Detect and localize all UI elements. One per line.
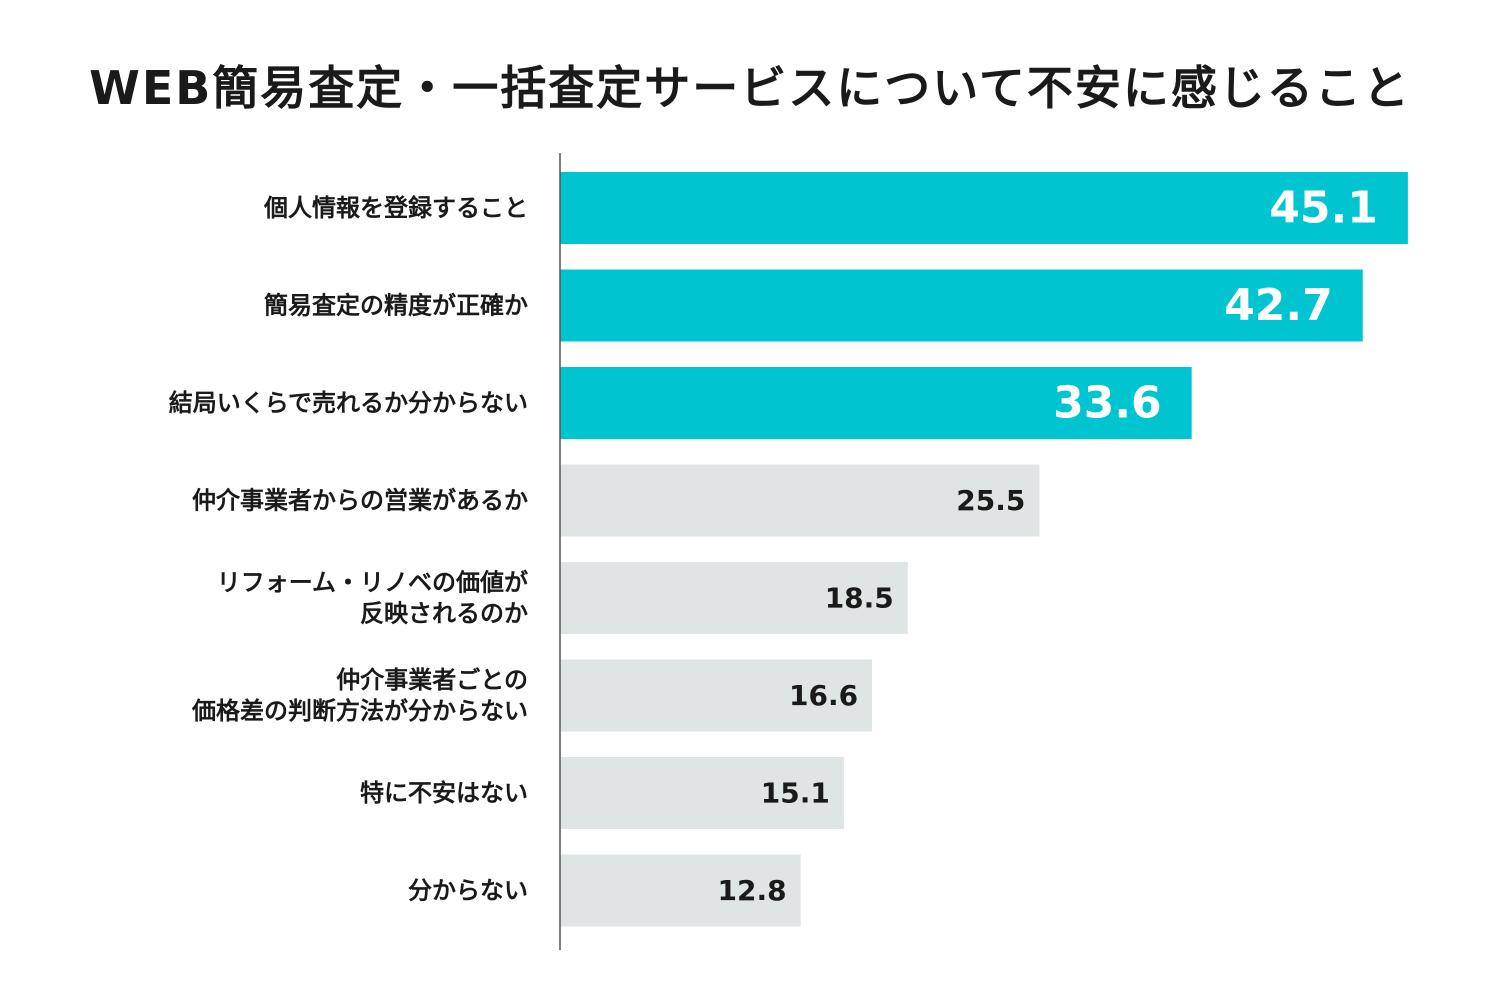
category-label-0: 個人情報を登録すること <box>263 194 528 222</box>
bar-7 <box>560 854 801 927</box>
chart-title: WEB簡易査定・一括査定サービスについて不安に感じること <box>89 61 1411 115</box>
value-label-7: 12.8 <box>718 874 787 907</box>
category-label-4-line-1: 反映されるのか <box>360 600 528 628</box>
value-label-4: 18.5 <box>825 582 894 615</box>
value-label-2: 33.6 <box>1053 378 1162 429</box>
bar-4 <box>560 562 908 634</box>
bar-5 <box>560 659 873 732</box>
value-label-3: 25.5 <box>956 484 1025 517</box>
category-label-7: 分からない <box>408 877 528 905</box>
bar-6 <box>560 757 844 829</box>
bar-1 <box>560 269 1363 342</box>
category-label-6: 特に不安はない <box>360 779 528 807</box>
bar-0 <box>560 172 1408 244</box>
category-label-1: 簡易査定の精度が正確か <box>264 292 528 320</box>
bar-3 <box>560 464 1040 537</box>
value-label-0: 45.1 <box>1269 183 1378 234</box>
value-label-5: 16.6 <box>789 679 858 712</box>
category-label-5-line-1: 価格差の判断方法が分からない <box>191 697 528 725</box>
category-labels: 個人情報を登録すること簡易査定の精度が正確か結局いくらで売れるか分からない仲介事… <box>169 194 528 905</box>
category-label-4-line-0: リフォーム・リノベの価値が <box>217 569 528 597</box>
value-labels: 45.1 42.7 33.6 25.5 18.5 16.6 15.1 12.8 <box>718 183 1378 908</box>
category-label-2: 結局いくらで売れるか分からない <box>169 389 528 417</box>
category-label-5-line-0: 仲介事業者ごとの <box>336 666 528 694</box>
value-label-1: 42.7 <box>1224 280 1333 331</box>
bars-layer <box>560 172 1408 927</box>
category-label-3: 仲介事業者からの営業があるか <box>192 487 528 515</box>
bar-2 <box>560 367 1192 439</box>
value-label-6: 15.1 <box>761 777 830 810</box>
